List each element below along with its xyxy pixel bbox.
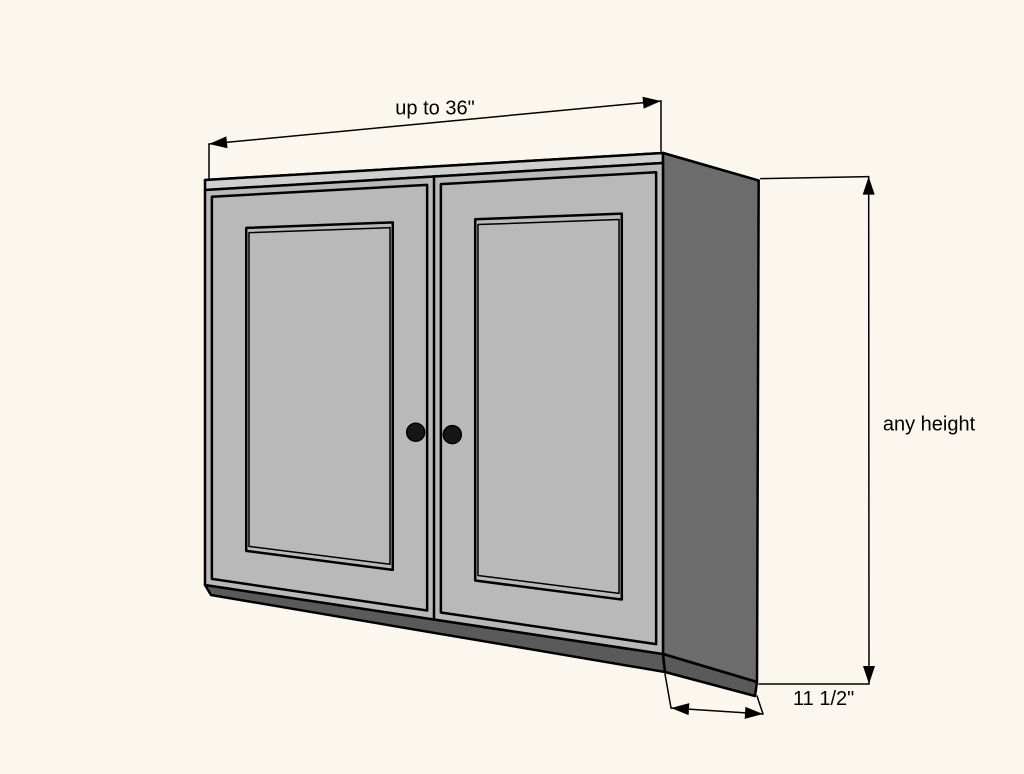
- diagram-stage: up to 36" any height 11 1/2": [0, 0, 1024, 774]
- right-knob: [443, 426, 461, 444]
- cabinet-diagram: up to 36" any height 11 1/2": [0, 0, 1024, 774]
- right-panel: [475, 214, 622, 600]
- dim-height-label: any height: [883, 413, 976, 435]
- dim-width-label: up to 36": [395, 98, 474, 120]
- dim-depth-label: 11 1/2": [793, 688, 854, 710]
- left-knob: [407, 423, 425, 441]
- cabinet-side-face: [663, 153, 759, 682]
- left-panel: [246, 222, 393, 569]
